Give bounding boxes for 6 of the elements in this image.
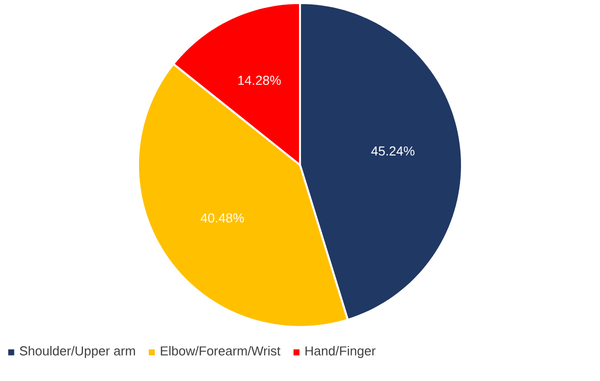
legend-label: Shoulder/Upper arm	[20, 346, 135, 358]
data-label: 40.48%	[200, 213, 244, 222]
data-label: 14.28%	[238, 76, 281, 85]
legend-label: Hand/Finger	[306, 346, 376, 358]
data-label: 45.24%	[371, 146, 414, 156]
legend-label: Elbow/Forearm/Wrist	[160, 346, 280, 356]
